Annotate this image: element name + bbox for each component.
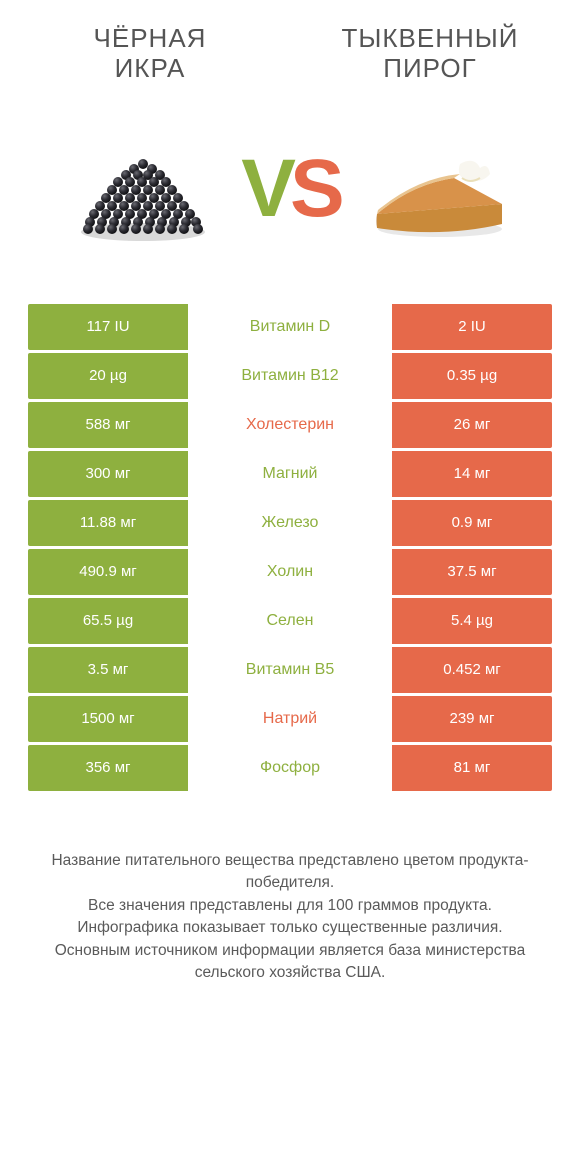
nutrient-label: Холин: [188, 549, 392, 595]
nutrient-label: Витамин B12: [188, 353, 392, 399]
pie-image: [357, 124, 517, 254]
nutrient-label: Фосфор: [188, 745, 392, 791]
right-title: ТЫКВЕННЫЙПИРОГ: [290, 24, 570, 84]
nutrient-label: Железо: [188, 500, 392, 546]
left-value: 356 мг: [28, 745, 188, 791]
right-value: 2 IU: [392, 304, 552, 350]
footer-line: Основным источником информации является …: [26, 940, 554, 985]
comparison-table: 117 IUВитамин D2 IU20 µgВитамин B120.35 …: [0, 304, 580, 791]
table-row: 20 µgВитамин B120.35 µg: [28, 353, 552, 399]
table-row: 1500 мгНатрий239 мг: [28, 696, 552, 742]
table-row: 490.9 мгХолин37.5 мг: [28, 549, 552, 595]
left-value: 490.9 мг: [28, 549, 188, 595]
footer-line: Инфографика показывает только существенн…: [26, 917, 554, 939]
table-row: 65.5 µgСелен5.4 µg: [28, 598, 552, 644]
vs-label: VS: [241, 148, 338, 230]
nutrient-label: Селен: [188, 598, 392, 644]
right-value: 5.4 µg: [392, 598, 552, 644]
left-value: 117 IU: [28, 304, 188, 350]
left-title: ЧЁРНАЯИКРА: [10, 24, 290, 84]
left-value: 588 мг: [28, 402, 188, 448]
right-value: 26 мг: [392, 402, 552, 448]
left-value: 1500 мг: [28, 696, 188, 742]
left-value: 20 µg: [28, 353, 188, 399]
right-value: 0.452 мг: [392, 647, 552, 693]
right-value: 37.5 мг: [392, 549, 552, 595]
vs-v: V: [241, 148, 290, 230]
footer-line: Название питательного вещества представл…: [26, 850, 554, 895]
nutrient-label: Натрий: [188, 696, 392, 742]
nutrient-label: Холестерин: [188, 402, 392, 448]
table-row: 11.88 мгЖелезо0.9 мг: [28, 500, 552, 546]
titles-row: ЧЁРНАЯИКРА ТЫКВЕННЫЙПИРОГ: [0, 0, 580, 94]
right-value: 0.35 µg: [392, 353, 552, 399]
table-row: 356 мгФосфор81 мг: [28, 745, 552, 791]
left-value: 3.5 мг: [28, 647, 188, 693]
right-value: 0.9 мг: [392, 500, 552, 546]
nutrient-label: Магний: [188, 451, 392, 497]
left-value: 11.88 мг: [28, 500, 188, 546]
table-row: 588 мгХолестерин26 мг: [28, 402, 552, 448]
left-value: 300 мг: [28, 451, 188, 497]
right-value: 81 мг: [392, 745, 552, 791]
left-value: 65.5 µg: [28, 598, 188, 644]
nutrient-label: Витамин B5: [188, 647, 392, 693]
vs-s: S: [290, 148, 339, 230]
table-row: 300 мгМагний14 мг: [28, 451, 552, 497]
caviar-image: [63, 124, 223, 254]
right-value: 239 мг: [392, 696, 552, 742]
footer-line: Все значения представлены для 100 граммо…: [26, 895, 554, 917]
right-value: 14 мг: [392, 451, 552, 497]
footer-notes: Название питательного вещества представл…: [0, 794, 580, 1025]
table-row: 117 IUВитамин D2 IU: [28, 304, 552, 350]
table-row: 3.5 мгВитамин B50.452 мг: [28, 647, 552, 693]
hero-row: VS: [0, 94, 580, 304]
nutrient-label: Витамин D: [188, 304, 392, 350]
